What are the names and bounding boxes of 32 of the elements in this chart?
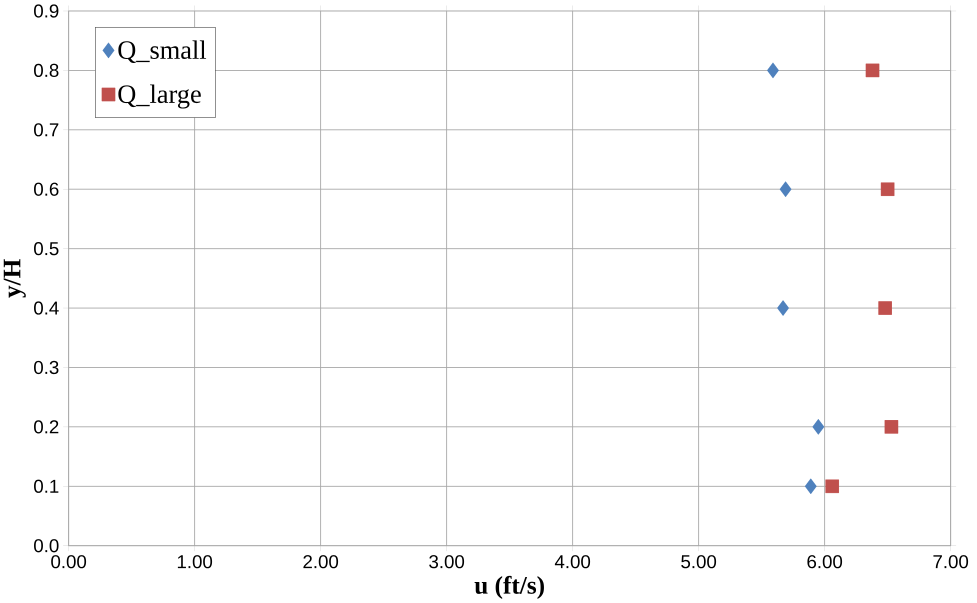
legend-label: Q_small	[118, 40, 206, 64]
x-tick-label: 4.00	[554, 555, 590, 568]
x-tick-label: 3.00	[429, 555, 464, 568]
y-tick-label: 0.2	[34, 420, 58, 434]
x-tick-label: 6.00	[807, 555, 842, 568]
point	[878, 301, 892, 316]
x-tick-label: 1.00	[178, 555, 212, 568]
x-tick-label: 7.00	[933, 555, 968, 568]
y-tick-label: 0.7	[34, 123, 58, 137]
y-tick-label: 0.4	[34, 302, 59, 315]
point	[880, 182, 894, 196]
y-tick-label: 0.1	[34, 480, 58, 494]
point	[884, 420, 898, 434]
x-axis-title: u (ft/s)	[474, 576, 544, 600]
point	[766, 62, 779, 78]
point	[812, 419, 824, 435]
point	[825, 480, 840, 494]
legend-label: Q_large	[118, 84, 201, 109]
point	[780, 181, 792, 198]
x-tick-label: 2.00	[303, 555, 338, 568]
x-tick-label: 0.00	[51, 555, 86, 568]
x-tick-label: 5.00	[681, 555, 716, 568]
y-tick-label: 0.9	[34, 4, 58, 18]
y-tick-label: 0.8	[34, 64, 58, 78]
y-tick-label: 0.0	[34, 539, 59, 552]
y-axis-title: y/H	[4, 259, 26, 298]
y-tick-label: 0.5	[34, 242, 58, 256]
point	[866, 64, 880, 78]
y-tick-label: 0.3	[34, 361, 58, 374]
y-tick-label: 0.6	[34, 182, 58, 196]
point	[777, 300, 790, 316]
point	[804, 478, 817, 494]
